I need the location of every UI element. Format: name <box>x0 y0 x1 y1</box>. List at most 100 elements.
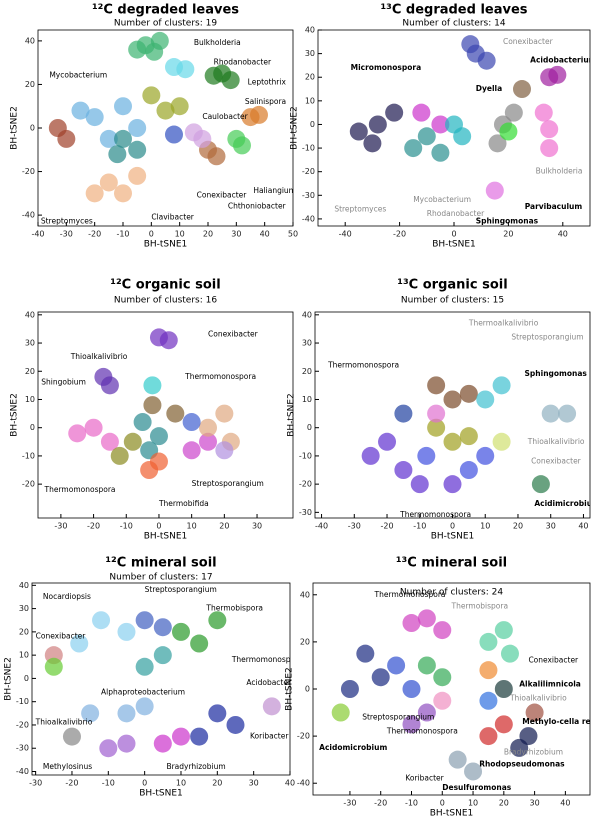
cluster-point <box>443 475 462 494</box>
cluster-point <box>215 404 234 423</box>
cluster-point <box>182 413 201 432</box>
taxon-label: Caulobacter <box>202 112 248 121</box>
panel-title: ¹³C degraded leaves <box>380 3 527 18</box>
x-tick-label: -30 <box>29 779 42 788</box>
y-tick-label: 20 <box>25 367 35 376</box>
cluster-point <box>143 376 162 395</box>
cluster-point <box>371 668 390 687</box>
taxon-label: Sphingomonas <box>476 216 539 225</box>
cluster-point <box>494 715 513 734</box>
taxon-label: Thioalkalivibrio <box>509 693 567 702</box>
cluster-point <box>541 404 560 423</box>
cluster-point <box>128 140 147 159</box>
cluster-point <box>190 634 209 653</box>
cluster-point <box>417 446 436 465</box>
cluster-point <box>431 143 450 162</box>
taxon-label: Koribacter <box>405 774 444 783</box>
x-tick-label: -20 <box>380 522 393 531</box>
taxon-label: Dyella <box>476 84 502 93</box>
cluster-point <box>340 680 359 698</box>
taxon-label: Salinispora <box>245 97 286 106</box>
taxon-label: Acidimicrobium <box>534 499 600 508</box>
x-tick-label: 30 <box>530 799 540 808</box>
y-tick-label: -30 <box>299 508 312 517</box>
taxon-label: Thermobifida <box>158 499 209 508</box>
cluster-point <box>534 103 553 122</box>
cluster-point <box>133 413 152 432</box>
taxon-label: Desulfuromonas <box>442 783 512 792</box>
y-tick-label: 20 <box>302 367 312 376</box>
y-axis-label: BH-tSNE2 <box>10 106 20 150</box>
cluster-point <box>99 173 118 192</box>
y-tick-label: -20 <box>22 480 35 489</box>
cluster-point <box>149 452 168 471</box>
taxon-label: Haliangium <box>253 186 296 195</box>
y-tick-label: 30 <box>302 339 312 348</box>
cluster-point <box>378 432 397 451</box>
cluster-point <box>153 618 172 637</box>
x-tick-label: 10 <box>176 779 186 788</box>
x-tick-label: 10 <box>468 799 478 808</box>
cluster-point <box>71 101 90 120</box>
x-tick-label: 0 <box>451 230 456 239</box>
x-tick-label: 20 <box>212 779 222 788</box>
cluster-point <box>417 127 436 146</box>
x-tick-label: 30 <box>231 230 241 239</box>
cluster-point <box>363 134 382 153</box>
cluster-point <box>525 703 544 722</box>
taxon-label: Rhodanobacter <box>214 58 272 67</box>
cluster-point <box>558 404 577 423</box>
plot-area: Thioalkalivibrio Conexibacter Thermomonosp… <box>41 328 264 508</box>
cluster-point <box>453 127 472 146</box>
y-tick-label: -10 <box>299 451 312 460</box>
cluster-point <box>404 139 423 158</box>
x-tick-label: 10 <box>175 230 185 239</box>
x-axis-label: BH-tSNE1 <box>144 532 188 542</box>
taxon-label: Conexibacter <box>208 330 259 339</box>
taxon-label: Streptosporangium <box>511 332 583 341</box>
x-axis-label: BH-tSNE1 <box>139 789 183 799</box>
cluster-point <box>159 331 178 350</box>
cluster-point <box>145 42 164 61</box>
taxon-label: Streptosporangium <box>192 479 264 488</box>
y-tick-label: -20 <box>299 480 312 489</box>
panel-title: ¹³C mineral soil <box>396 556 507 571</box>
x-tick-label: -10 <box>116 230 129 239</box>
panel-title: ¹³C organic soil <box>397 278 507 293</box>
cluster-point <box>459 384 478 403</box>
cluster-point <box>190 727 209 746</box>
cluster-point <box>199 418 217 437</box>
y-tick-label: 20 <box>300 637 310 646</box>
x-tick-label: 10 <box>480 522 490 531</box>
y-tick-label: 40 <box>300 590 310 599</box>
cluster-point <box>433 691 452 710</box>
taxon-label: Thermobispora <box>451 602 509 611</box>
cluster-point <box>184 123 203 142</box>
x-tick-label: 0 <box>450 522 455 531</box>
cluster-point <box>207 147 226 166</box>
cluster-point <box>488 134 507 153</box>
cluster-point <box>479 632 498 651</box>
y-tick-label: -40 <box>297 779 310 788</box>
y-tick-label: 40 <box>25 310 35 319</box>
y-tick-label: 40 <box>302 310 312 319</box>
cluster-point <box>153 646 172 665</box>
taxon-label: Methylosinus <box>43 762 92 771</box>
cluster-point <box>548 65 567 84</box>
x-tick-label: 20 <box>219 522 229 531</box>
cluster-point <box>476 390 495 409</box>
y-tick-label: 0 <box>24 674 29 683</box>
cluster-point <box>85 108 104 127</box>
x-tick-label: 0 <box>440 799 445 808</box>
y-tick-label: 10 <box>19 651 29 660</box>
cluster-point <box>84 418 103 437</box>
x-tick-label: -30 <box>60 230 73 239</box>
cluster-point <box>233 136 251 155</box>
cluster-point <box>427 418 446 437</box>
x-tick-label: 40 <box>578 522 588 531</box>
cluster-point <box>540 139 559 158</box>
taxon-label: Thermomonospora <box>327 361 399 370</box>
y-axis-label: BH-tSNE2 <box>285 667 295 711</box>
x-axis-label: BH-tSNE1 <box>432 240 476 250</box>
